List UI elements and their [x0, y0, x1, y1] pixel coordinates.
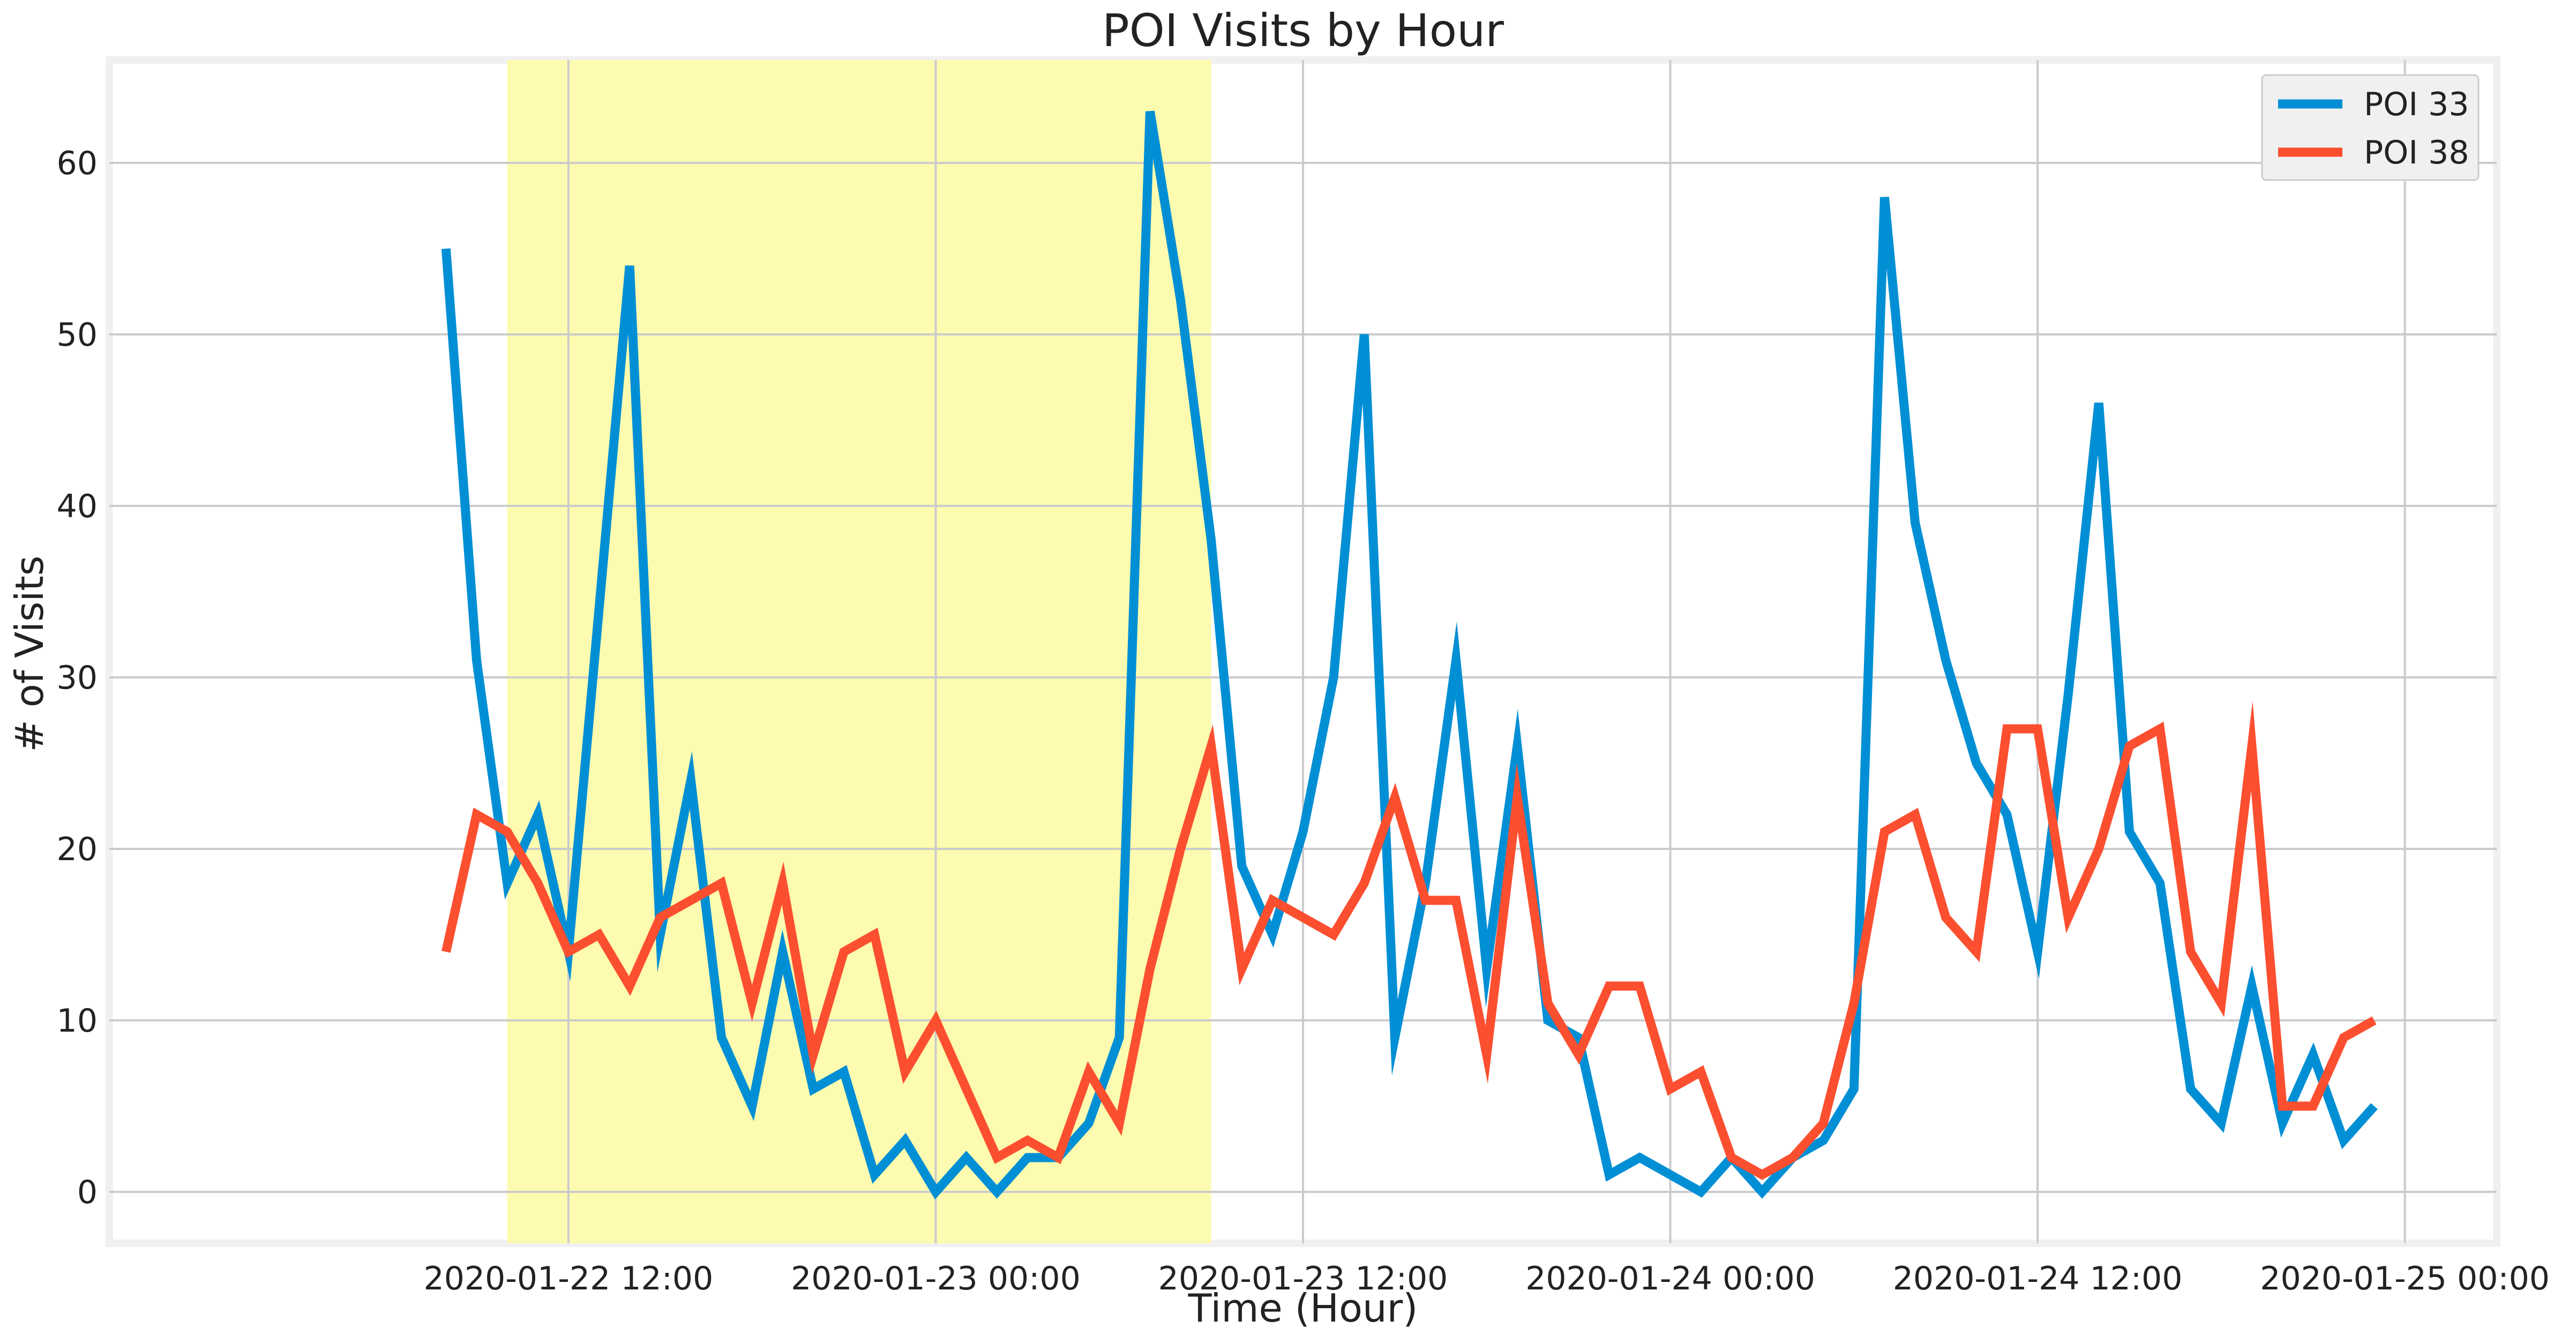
- highlight-span-layer: [507, 60, 1211, 1243]
- y-tick-label: 60: [57, 145, 98, 182]
- y-tick-label: 0: [77, 1174, 98, 1211]
- x-tick-label: 2020-01-24 12:00: [1893, 1260, 2183, 1297]
- series-line-poi-38: [441, 701, 2377, 1180]
- chart-title: POI Visits by Hour: [1102, 4, 1504, 57]
- y-tick-label: 30: [57, 659, 98, 697]
- y-tick-label: 20: [57, 831, 98, 868]
- series-layer: [441, 110, 2378, 1200]
- legend: POI 33 POI 38: [2261, 74, 2480, 181]
- x-tick-label: 2020-01-24 00:00: [1525, 1260, 1815, 1297]
- x-tick-label: 2020-01-23 12:00: [1158, 1260, 1448, 1297]
- y-tick-label: 10: [57, 1002, 98, 1040]
- x-tick-label: 2020-01-23 00:00: [791, 1260, 1081, 1297]
- highlight-span: [507, 60, 1211, 1243]
- x-tick-label: 2020-01-25 00:00: [2260, 1260, 2550, 1297]
- grid-layer: [109, 60, 2497, 1243]
- y-axis-label: # of Visits: [7, 556, 52, 752]
- tick-label-layer: 0 10 20 30 40 50 60 2020-01-22 12:00 2020-01-23 …: [57, 145, 2550, 1297]
- y-tick-label: 40: [57, 488, 98, 525]
- y-tick-label: 50: [57, 316, 98, 354]
- x-axis-label: Time (Hour): [1188, 1286, 1418, 1331]
- legend-label-poi-33: POI 33: [2364, 86, 2469, 123]
- legend-label-poi-38: POI 38: [2364, 134, 2469, 171]
- x-tick-label: 2020-01-22 12:00: [424, 1260, 714, 1297]
